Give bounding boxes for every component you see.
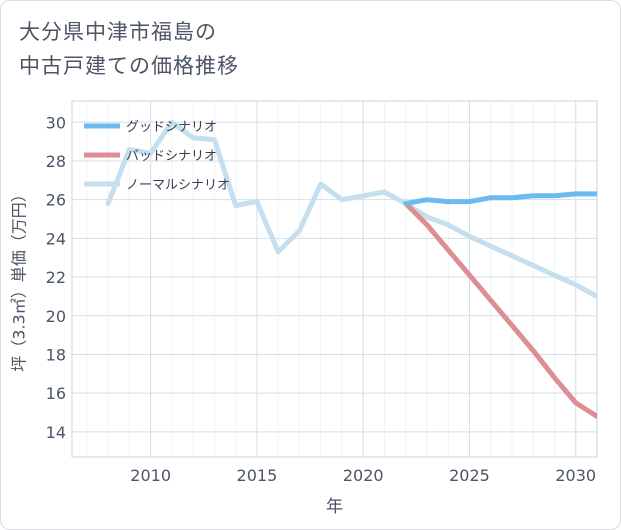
y-axis-label: 坪（3.3㎡）単価（万円） <box>10 186 29 371</box>
legend-item[interactable]: バッドシナリオ <box>84 149 217 164</box>
legend-label: グッドシナリオ <box>126 120 217 135</box>
y-tick-label: 28 <box>46 152 66 171</box>
y-tick-label: 22 <box>46 268 66 287</box>
legend-label: バッドシナリオ <box>126 149 217 164</box>
x-tick-label: 2015 <box>237 466 278 485</box>
x-tick-label: 2025 <box>449 466 490 485</box>
y-tick-label: 14 <box>46 423 66 442</box>
tick-labels: 2010 2015 2020 2025 2030 14 16 18 20 22 24 26 28 30 <box>46 113 596 485</box>
chart-title: 大分県中津市福島の 中古戸建ての価格推移 <box>19 15 239 83</box>
legend-item[interactable]: ノーマルシナリオ <box>84 178 230 193</box>
y-tick-label: 30 <box>46 113 66 132</box>
y-tick-label: 26 <box>46 191 66 210</box>
grid <box>72 101 598 457</box>
series-line-ノーマルシナリオ <box>105 119 597 299</box>
x-tick-label: 2030 <box>555 466 596 485</box>
legend-item[interactable]: グッドシナリオ <box>84 120 217 135</box>
x-axis-label: 年 <box>326 497 343 517</box>
chart-title-line-2: 中古戸建ての価格推移 <box>19 54 239 78</box>
x-tick-label: 2020 <box>343 466 384 485</box>
y-tick-label: 20 <box>46 307 66 326</box>
x-tick-label: 2010 <box>130 466 171 485</box>
plot-frame <box>71 100 598 458</box>
legend-label: ノーマルシナリオ <box>126 178 230 193</box>
y-tick-label: 24 <box>46 229 66 248</box>
y-tick-label: 18 <box>46 345 66 364</box>
y-tick-label: 16 <box>46 384 66 403</box>
series-line-グッドシナリオ <box>403 191 597 206</box>
chart-title-line-1: 大分県中津市福島の <box>19 20 217 44</box>
series-group <box>105 119 597 419</box>
series-line-バッドシナリオ <box>403 201 597 419</box>
